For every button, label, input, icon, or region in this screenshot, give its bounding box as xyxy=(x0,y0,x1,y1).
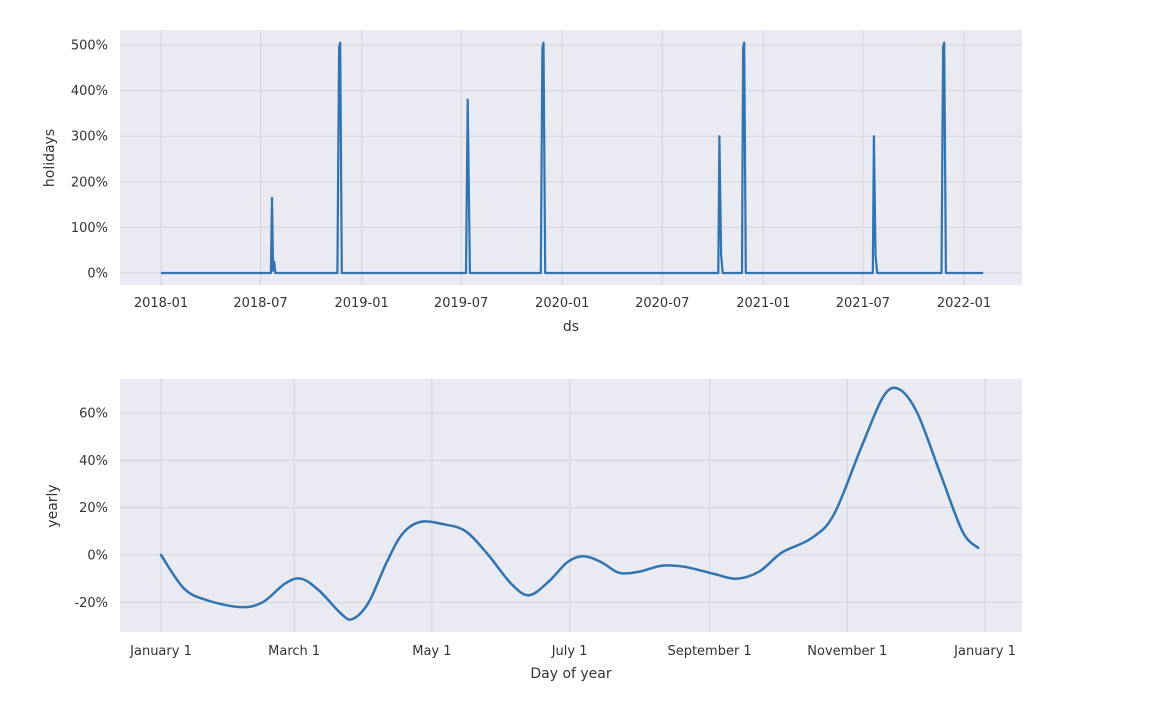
y-tick-label: 0% xyxy=(87,549,108,564)
x-tick-label: 2019-01 xyxy=(334,296,388,311)
y-tick-label: 20% xyxy=(79,501,108,516)
holidays-axes-background xyxy=(120,30,1022,285)
yearly-plot: -20% 0% 20% 40% 60% January 1 March 1 May 1 Jul… xyxy=(45,379,1022,682)
yearly-x-tick-labels: January 1 March 1 May 1 July 1 September 1 No… xyxy=(129,644,1016,659)
yearly-axes-background xyxy=(120,379,1022,632)
y-tick-label: 300% xyxy=(71,130,108,145)
y-tick-label: 200% xyxy=(71,175,108,190)
x-tick-label: 2021-07 xyxy=(836,296,890,311)
yearly-x-axis-label: Day of year xyxy=(530,666,612,682)
y-tick-label: -20% xyxy=(74,596,108,611)
x-tick-label: May 1 xyxy=(412,644,451,659)
x-tick-label: January 1 xyxy=(129,644,192,659)
holidays-y-axis-label: holidays xyxy=(42,129,58,187)
yearly-gridlines xyxy=(120,379,1022,632)
y-tick-label: 500% xyxy=(71,39,108,54)
yearly-series-line xyxy=(159,386,980,621)
x-tick-label: 2020-07 xyxy=(635,296,689,311)
holidays-plot: 0%100%200%300%400%500% 2018-01 2018-07 201… xyxy=(42,30,1022,335)
yearly-y-axis-label: yearly xyxy=(45,484,61,527)
y-tick-label: 0% xyxy=(87,267,108,282)
y-tick-label: 60% xyxy=(79,407,108,422)
x-tick-label: January 1 xyxy=(953,644,1016,659)
holidays-x-tick-labels: 2018-01 2018-07 2019-01 2019-07 2020-01 2020-… xyxy=(134,296,991,311)
yearly-y-tick-labels: -20% 0% 20% 40% 60% xyxy=(74,407,108,611)
x-tick-label: 2018-01 xyxy=(134,296,188,311)
x-tick-label: 2021-01 xyxy=(736,296,790,311)
x-tick-label: 2022-01 xyxy=(937,296,991,311)
holidays-x-axis-label: ds xyxy=(563,319,579,335)
x-tick-label: November 1 xyxy=(807,644,887,659)
y-tick-label: 40% xyxy=(79,454,108,469)
x-tick-label: March 1 xyxy=(268,644,320,659)
y-tick-label: 400% xyxy=(71,84,108,99)
holidays-series-line xyxy=(161,41,984,275)
x-tick-label: September 1 xyxy=(667,644,751,659)
x-tick-label: 2018-07 xyxy=(233,296,287,311)
holidays-gridlines xyxy=(120,30,1022,285)
x-tick-label: 2019-07 xyxy=(434,296,488,311)
holidays-y-tick-labels: 0% 100% 200% 300% 400% 500% xyxy=(71,39,108,282)
y-tick-label: 100% xyxy=(71,221,108,236)
x-tick-label: July 1 xyxy=(551,644,588,659)
x-tick-label: 2020-01 xyxy=(535,296,589,311)
